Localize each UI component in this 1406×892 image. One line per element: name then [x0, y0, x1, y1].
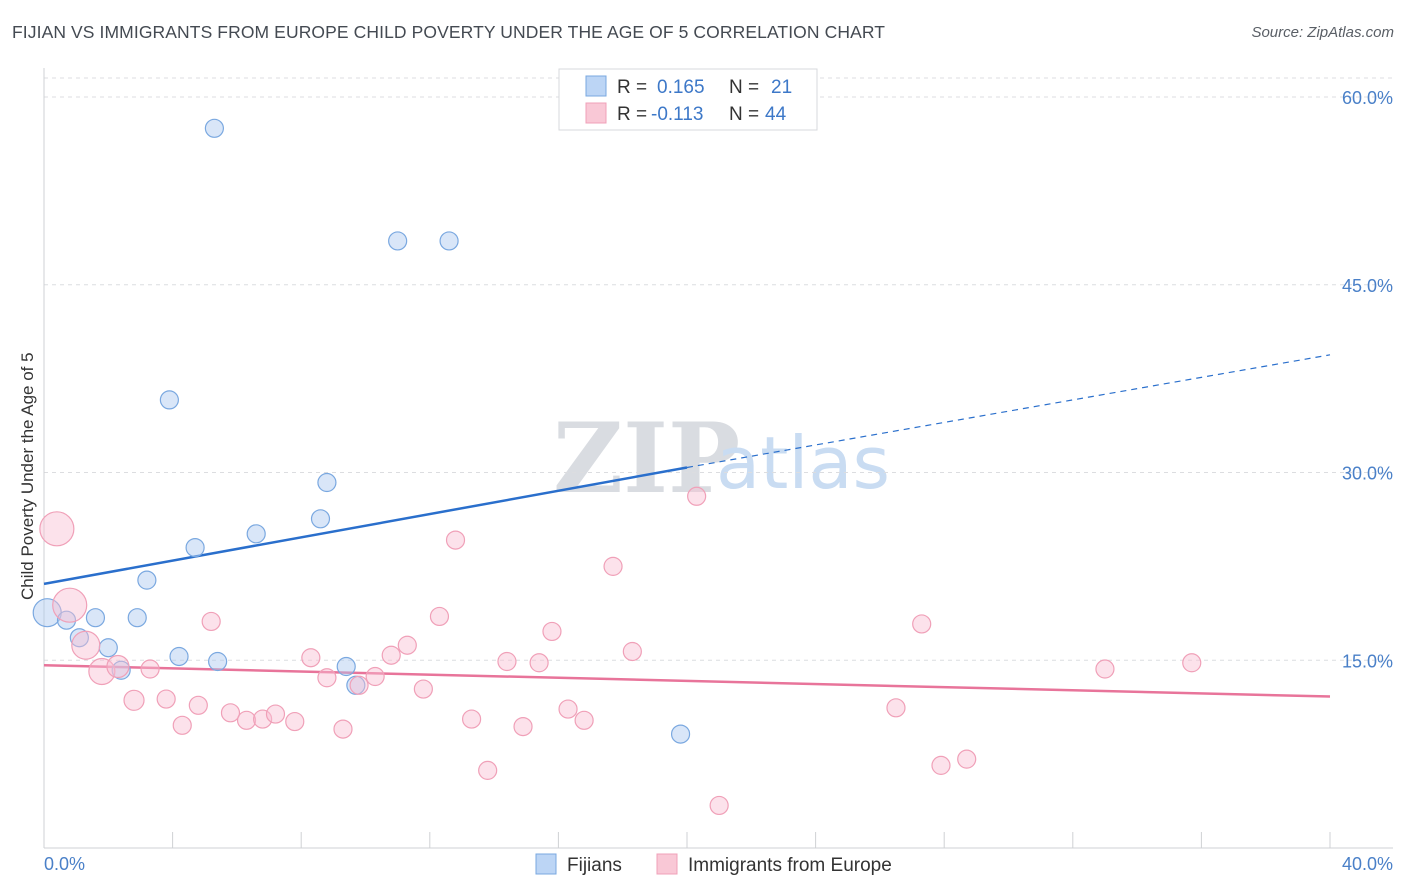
point-europe-20	[365, 666, 385, 687]
point-europe-42	[1095, 659, 1115, 679]
y-tick-label-15: 15.0%	[1342, 651, 1393, 671]
point-fijians-1	[56, 610, 77, 630]
point-europe-15	[285, 711, 305, 732]
point-europe-5	[123, 689, 145, 711]
trend-layer	[43, 354, 1331, 698]
point-fijians-14	[310, 509, 331, 529]
point-europe-0	[39, 511, 75, 547]
legend-swatch-fijians	[585, 75, 607, 97]
watermark-zip: ZIP	[553, 402, 740, 515]
point-fijians-13	[246, 524, 266, 544]
point-europe-3	[88, 657, 116, 686]
point-europe-17	[317, 668, 337, 688]
point-europe-1	[52, 587, 88, 623]
bottom-legend-swatch-fijians	[535, 853, 557, 875]
x-tick-label-min: 0.0%	[44, 854, 85, 874]
point-fijians-20	[670, 724, 691, 744]
point-europe-18	[333, 719, 353, 739]
point-europe-9	[188, 695, 208, 715]
point-fijians-11	[204, 118, 224, 138]
point-europe-40	[931, 755, 951, 775]
legend-r-label-fijians: R =	[617, 77, 647, 98]
point-europe-4	[106, 654, 130, 679]
legend-box: R = 0.165 N = 21 R = -0.113 N = 44	[558, 68, 818, 131]
legend-r-value-europe: -0.113	[651, 104, 703, 125]
point-europe-30	[529, 653, 549, 673]
point-fijians-15	[317, 472, 337, 493]
y-tick-label-45: 45.0%	[1342, 276, 1393, 296]
point-fijians-3	[85, 608, 106, 628]
legend-n-label-europe: N =	[729, 104, 759, 125]
legend-r-label-europe: R =	[617, 104, 647, 125]
point-fijians-19	[439, 231, 459, 251]
point-fijians-4	[98, 638, 118, 658]
bottom-legend: Fijians Immigrants from Europe	[535, 853, 892, 876]
chart-title: FIJIAN VS IMMIGRANTS FROM EUROPE CHILD P…	[12, 22, 886, 42]
point-europe-23	[413, 679, 433, 699]
watermark-atlas: atlas	[716, 421, 890, 505]
y-tick-label-60: 60.0%	[1342, 88, 1393, 108]
legend-n-value-europe: 44	[765, 104, 787, 125]
point-europe-13	[253, 709, 273, 729]
point-fijians-6	[127, 608, 147, 628]
point-europe-25	[445, 530, 466, 550]
y-axis-title: Child Poverty Under the Age of 5	[18, 352, 37, 600]
point-europe-21	[381, 645, 401, 665]
points-layer	[32, 118, 1202, 816]
point-europe-7	[156, 689, 176, 709]
trend-line-extension-fijians	[686, 354, 1331, 469]
point-fijians-12	[208, 651, 228, 672]
point-fijians-10	[185, 537, 205, 558]
point-fijians-9	[169, 646, 189, 667]
point-europe-35	[622, 641, 642, 662]
point-europe-28	[497, 651, 517, 672]
point-europe-19	[349, 675, 369, 695]
point-europe-12	[236, 710, 257, 730]
legend-r-value-fijians: 0.165	[657, 77, 705, 98]
trend-line-europe	[43, 664, 1331, 698]
point-europe-10	[201, 611, 221, 632]
point-fijians-8	[159, 390, 179, 410]
point-fijians-2	[69, 628, 89, 648]
point-europe-24	[429, 606, 450, 627]
point-fijians-16	[336, 656, 356, 677]
point-fijians-7	[137, 570, 157, 590]
point-europe-6	[140, 659, 160, 679]
legend-n-label-fijians: N =	[729, 77, 759, 98]
point-europe-27	[478, 760, 498, 780]
legend-swatch-europe	[585, 102, 607, 124]
legend-n-value-fijians: 21	[771, 77, 792, 98]
trend-line-fijians	[43, 466, 688, 586]
point-europe-32	[558, 699, 578, 719]
point-europe-8	[172, 715, 192, 735]
axis-layer: 15.0% 30.0% 45.0% 60.0%	[43, 68, 1393, 849]
point-europe-2	[71, 630, 101, 660]
point-fijians-18	[388, 231, 408, 251]
y-tick-label-30: 30.0%	[1342, 464, 1393, 484]
chart-source: Source: ZipAtlas.com	[1251, 24, 1394, 41]
point-europe-11	[220, 703, 241, 723]
point-europe-34	[603, 556, 623, 576]
x-tick-label-max: 40.0%	[1342, 854, 1393, 874]
point-europe-22	[397, 635, 417, 655]
point-europe-41	[957, 749, 977, 769]
bottom-legend-label-europe: Immigrants from Europe	[688, 855, 892, 876]
point-europe-39	[912, 614, 932, 634]
point-europe-38	[886, 698, 906, 718]
point-europe-31	[542, 621, 562, 642]
grid-layer	[44, 77, 1393, 661]
point-europe-16	[301, 648, 321, 668]
point-europe-29	[513, 716, 533, 737]
point-europe-14	[265, 704, 286, 724]
point-europe-37	[709, 795, 729, 816]
bottom-legend-label-fijians: Fijians	[567, 855, 622, 876]
point-europe-43	[1182, 653, 1202, 673]
bottom-legend-swatch-europe	[656, 853, 678, 875]
point-europe-26	[461, 709, 482, 729]
point-europe-36	[687, 486, 707, 506]
point-europe-33	[574, 710, 594, 730]
